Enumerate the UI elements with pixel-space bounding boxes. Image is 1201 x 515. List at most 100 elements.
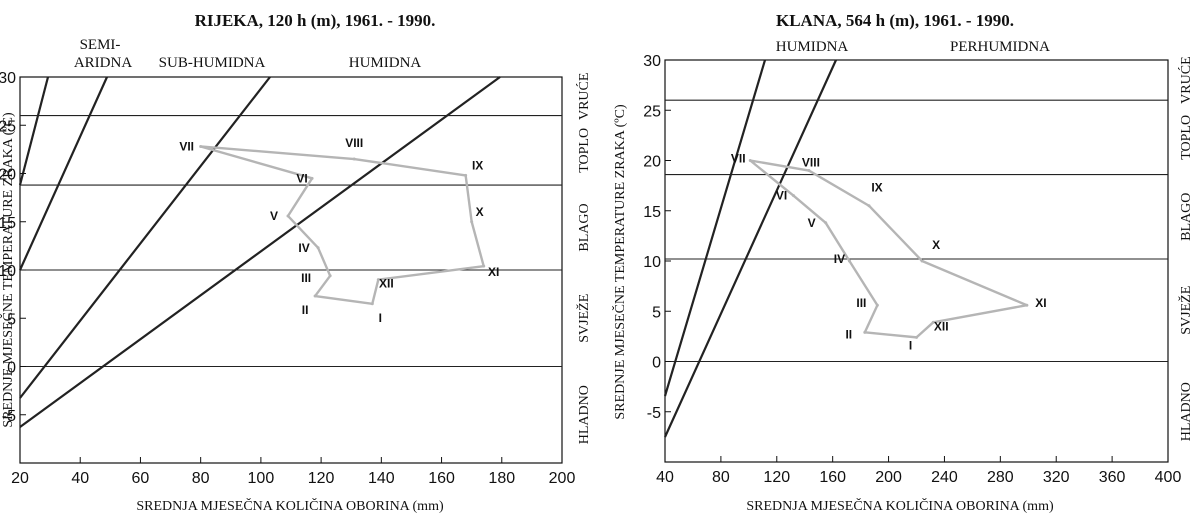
x-tick-label: 320 (1043, 469, 1070, 486)
chart-title: KLANA, 564 h (m), 1961. - 1990. (776, 11, 1014, 30)
month-point (310, 176, 314, 180)
month-point (920, 259, 924, 263)
y-tick-label: 15 (643, 204, 661, 221)
x-tick-label: 100 (248, 470, 275, 487)
x-tick-label: 40 (656, 469, 674, 486)
month-point (875, 303, 879, 307)
zone-label-subhumidna: SUB-HUMIDNA (159, 55, 266, 71)
x-tick-labels: 20 40 60 80 100 120 140 160 180 200 (11, 457, 575, 487)
humidity-zone-line (18, 76, 109, 271)
month-label: II (845, 327, 852, 341)
x-tick-label: 40 (71, 470, 89, 487)
y-tick-label: 30 (643, 53, 661, 70)
month-point (352, 157, 356, 161)
temperature-band-labels: HLADNO SVJEŽE BLAGO TOPLO VRUĆE (575, 73, 592, 445)
month-label: VIII (802, 156, 820, 170)
x-tick-label: 180 (488, 470, 515, 487)
month-point (847, 259, 851, 263)
x-tick-label: 400 (1155, 469, 1182, 486)
month-label: V (270, 209, 278, 223)
zone-label-semiaridna-2: ARIDNA (74, 55, 132, 71)
y-tick-label: 20 (0, 167, 16, 184)
month-point (863, 330, 867, 334)
month-point (867, 204, 871, 208)
zone-label-semiaridna-1: SEMI- (80, 37, 121, 53)
month-point (313, 294, 317, 298)
x-tick-label: 200 (875, 469, 902, 486)
temperature-band-label: TOPLO (1179, 115, 1194, 160)
month-point (464, 173, 468, 177)
chart-title: RIJEKA, 120 h (m), 1961. - 1990. (195, 11, 436, 30)
month-label: IX (871, 181, 882, 195)
month-label: XI (488, 265, 499, 279)
month-label: I (379, 311, 382, 325)
climograph-polygon (199, 145, 485, 305)
temperature-band-label: SVJEŽE (575, 294, 592, 343)
y-tick-labels: -5 0 5 10 15 20 25 30 (643, 53, 671, 422)
month-point (482, 264, 486, 268)
x-tick-label: 280 (987, 469, 1014, 486)
humidity-zone-lines (18, 76, 501, 428)
month-label: XI (1035, 296, 1046, 310)
y-tick-label: 5 (7, 311, 16, 328)
temperature-band-labels: HLADNO SVJEŽE BLAGO TOPLO VRUĆE (1177, 56, 1194, 441)
month-label: XII (379, 277, 394, 291)
temperature-band-label: HLADNO (1179, 382, 1194, 441)
x-tick-label: 200 (549, 470, 576, 487)
zone-label-humidna: HUMIDNA (349, 55, 422, 71)
x-tick-label: 240 (931, 469, 958, 486)
y-tick-label: 5 (652, 304, 661, 321)
y-tick-label: 30 (0, 70, 16, 87)
x-tick-label: 80 (712, 469, 730, 486)
x-tick-label: 120 (763, 469, 790, 486)
y-tick-label: -5 (647, 405, 661, 422)
y-tick-label: -5 (2, 408, 16, 425)
humidity-zone-line (19, 76, 501, 428)
y-tick-label: 10 (643, 254, 661, 271)
month-label: IV (298, 241, 309, 255)
month-label: I (909, 338, 912, 352)
x-tick-label: 80 (192, 470, 210, 487)
month-label: VI (296, 171, 307, 185)
month-point (748, 159, 752, 162)
month-label: III (856, 296, 866, 310)
climograph-polygon (749, 159, 1029, 339)
month-point (824, 221, 828, 225)
month-point (931, 320, 935, 324)
temperature-band-label: BLAGO (1179, 193, 1194, 241)
month-point (792, 194, 796, 198)
x-tick-label: 160 (428, 470, 455, 487)
x-axis-label: SREDNJA MJESEČNA KOLIČINA OBORINA (mm) (746, 497, 1054, 514)
month-label: X (932, 238, 940, 252)
month-point (376, 278, 380, 282)
month-label: VIII (345, 136, 363, 150)
month-point (807, 169, 811, 173)
month-label: VI (776, 189, 787, 203)
temperature-band-label: VRUĆE (575, 73, 592, 120)
x-tick-labels: 40 80 120 160 200 240 280 320 360 400 (656, 456, 1181, 486)
month-point (1025, 303, 1029, 307)
y-tick-label: 20 (643, 154, 661, 171)
y-tick-label: 15 (0, 215, 16, 232)
y-tick-label: 25 (0, 118, 16, 135)
humidity-zone-line (18, 76, 50, 186)
x-tick-label: 60 (132, 470, 150, 487)
month-point (915, 335, 918, 339)
humidity-zone-line (19, 76, 271, 399)
x-tick-label: 360 (1099, 469, 1126, 486)
month-label: III (301, 271, 311, 285)
chart-klana: KLANA, 564 h (m), 1961. - 1990. HUMIDNA … (611, 11, 1194, 514)
y-tick-label: 0 (652, 355, 661, 372)
month-point (470, 220, 474, 224)
y-tick-label: 0 (7, 360, 16, 377)
y-axis-label: SREDNJE MJESEČNE TEMPERATURE ZRAKA (ºC) (611, 104, 628, 420)
month-point (316, 246, 320, 250)
month-label: X (476, 205, 484, 219)
chart-rijeka: RIJEKA, 120 h (m), 1961. - 1990. SEMI- A… (0, 11, 592, 514)
x-tick-label: 160 (819, 469, 846, 486)
month-label: VII (731, 152, 746, 166)
humidity-zone-line (663, 59, 838, 438)
